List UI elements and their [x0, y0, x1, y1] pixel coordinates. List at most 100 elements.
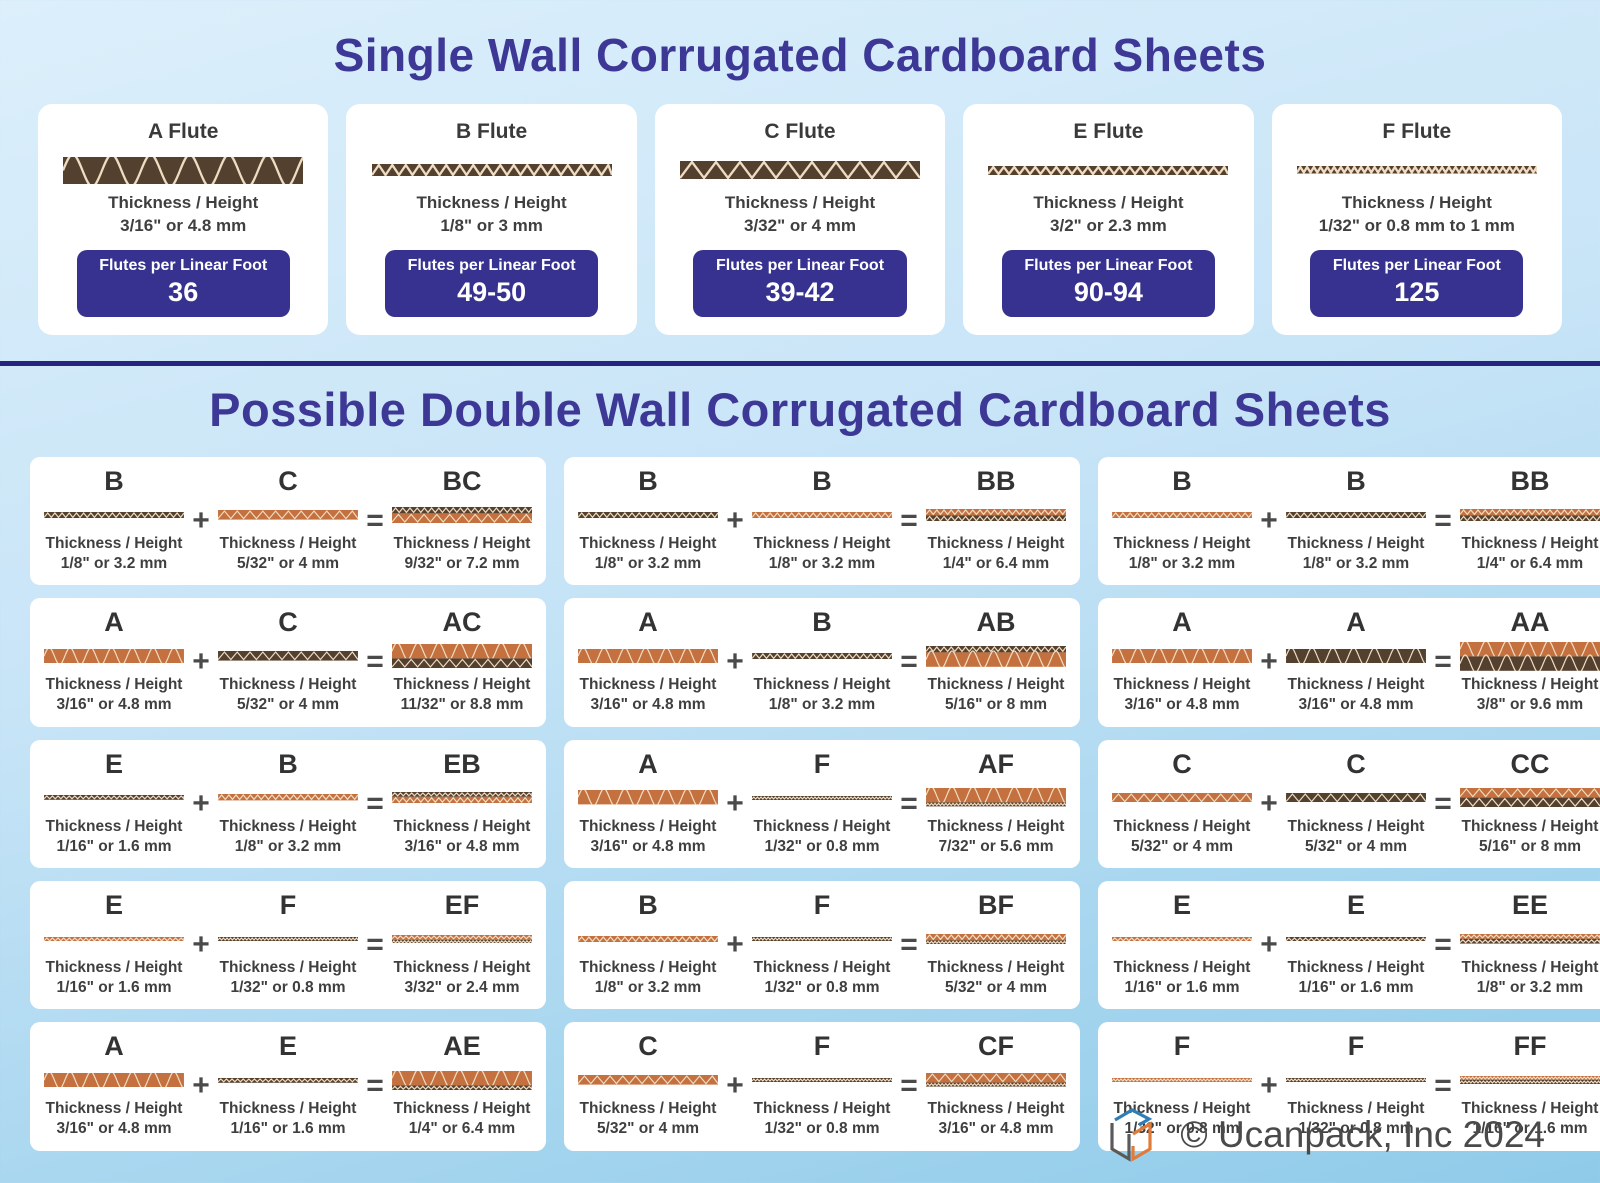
combo-flute-b: F Thickness / Height 1/32" or 0.8 mm	[218, 890, 358, 998]
combo-flute-b: C Thickness / Height 5/32" or 4 mm	[218, 607, 358, 715]
thickness-label: Thickness / Height	[927, 1100, 1065, 1118]
thickness-value: 5/16" or 8 mm	[1478, 837, 1582, 855]
flute-letter: E	[1346, 889, 1365, 920]
corrugated-strip-icon	[975, 150, 1241, 190]
flute-letter: F	[1173, 1031, 1191, 1062]
equals-icon: =	[1434, 786, 1452, 820]
flute-letter: C	[278, 465, 298, 496]
thickness-label: Thickness / Height	[219, 817, 357, 835]
combo-flute-a: A Thickness / Height 3/16" or 4.8 mm	[44, 1031, 184, 1139]
combo-flute-b: E Thickness / Height 1/16" or 1.6 mm	[218, 1031, 358, 1139]
corrugated-strip-icon	[752, 640, 892, 672]
thickness-label: Thickness / Height	[393, 1100, 531, 1118]
thickness-value: 3/32" or 4 mm	[744, 215, 857, 235]
combo-flute-a: E Thickness / Height 1/16" or 1.6 mm	[1112, 890, 1252, 998]
flute-name: E Flute	[1073, 120, 1144, 143]
plus-icon: +	[192, 927, 210, 961]
combo-card: A Thickness / Height 3/16" or 4.8 mm + A…	[1098, 598, 1600, 727]
flute-letter: AB	[976, 607, 1016, 638]
plus-icon: +	[726, 927, 744, 961]
thickness-value: 1/8" or 3.2 mm	[1128, 555, 1236, 573]
flute-card: B Flute Thickness / Height 1/8" or 3 mm …	[346, 104, 637, 335]
combo-card: A Thickness / Height 3/16" or 4.8 mm + C…	[30, 598, 546, 727]
thickness-label: Thickness / Height	[393, 958, 531, 976]
thickness-value: 3/16" or 4.8 mm	[56, 1120, 172, 1138]
thickness-label: Thickness / Height	[753, 534, 891, 552]
thickness-value: 1/4" or 6.4 mm	[408, 1120, 516, 1138]
plus-icon: +	[726, 786, 744, 820]
equals-icon: =	[366, 927, 384, 961]
thickness-value: 3/16" or 4.8 mm	[590, 696, 706, 714]
flutes-per-foot-badge: Flutes per Linear Foot 39-42	[693, 249, 907, 317]
corrugated-strip-icon	[392, 782, 532, 814]
thickness-label: Thickness / Height	[753, 958, 891, 976]
thickness-label: Thickness / Height	[927, 958, 1065, 976]
combo-card: A Thickness / Height 3/16" or 4.8 mm + F…	[564, 739, 1080, 868]
flute-letter: C	[278, 607, 298, 638]
flutes-per-foot-badge: Flutes per Linear Foot 125	[1310, 249, 1524, 317]
flute-letter: F	[813, 889, 831, 920]
combo-flute-a: E Thickness / Height 1/16" or 1.6 mm	[44, 749, 184, 857]
corrugated-strip-icon	[44, 499, 184, 531]
thickness-label: Thickness / Height	[45, 958, 183, 976]
badge-label: Flutes per Linear Foot	[1024, 256, 1193, 274]
equals-icon: =	[900, 645, 918, 679]
thickness-value: 3/2" or 2.3 mm	[1050, 215, 1167, 235]
thickness-value: 1/16" or 1.6 mm	[1472, 1120, 1588, 1138]
thickness-label: Thickness / Height	[1287, 958, 1425, 976]
thickness-label: Thickness / Height	[108, 193, 259, 212]
flute-letter: E	[104, 748, 123, 779]
corrugated-strip-icon	[218, 640, 358, 672]
combo-card: E Thickness / Height 1/16" or 1.6 mm + B…	[30, 739, 546, 868]
badge-label: Flutes per Linear Foot	[407, 256, 576, 274]
thickness-value: 1/16" or 1.6 mm	[230, 1120, 346, 1138]
badge-value: 39-42	[765, 276, 835, 307]
thickness-value: 1/32" or 0.8 mm	[1124, 1120, 1240, 1138]
thickness-label: Thickness / Height	[579, 676, 717, 694]
flute-letter: B	[278, 748, 298, 779]
flute-letter: C	[1172, 748, 1192, 779]
equals-icon: =	[366, 503, 384, 537]
thickness-label: Thickness / Height	[416, 193, 567, 212]
thickness-value: 1/8" or 3.2 mm	[768, 696, 876, 714]
corrugated-strip-icon	[578, 499, 718, 531]
plus-icon: +	[1260, 927, 1278, 961]
combo-flute-result: CC Thickness / Height 5/16" or 8 mm	[1460, 749, 1600, 857]
combo-flute-b: A Thickness / Height 3/16" or 4.8 mm	[1286, 607, 1426, 715]
flute-letter: AC	[442, 607, 482, 638]
thickness-value: 3/32" or 2.4 mm	[404, 979, 520, 997]
combo-flute-a: B Thickness / Height 1/8" or 3.2 mm	[578, 890, 718, 998]
thickness-label: Thickness / Height	[1113, 958, 1251, 976]
thickness-label: Thickness / Height	[219, 676, 357, 694]
corrugated-strip-icon	[926, 499, 1066, 531]
flute-letter: BB	[1510, 465, 1550, 496]
thickness-label: Thickness / Height	[753, 676, 891, 694]
combo-flute-result: EB Thickness / Height 3/16" or 4.8 mm	[392, 749, 532, 857]
flute-name: A Flute	[148, 120, 219, 143]
thickness-value: 3/16" or 4.8 mm	[1124, 696, 1240, 714]
combo-flute-result: BB Thickness / Height 1/4" or 6.4 mm	[926, 466, 1066, 574]
thickness-value: 1/16" or 1.6 mm	[1298, 979, 1414, 997]
combo-flute-b: C Thickness / Height 5/32" or 4 mm	[1286, 749, 1426, 857]
combo-flute-result: FF Thickness / Height 1/16" or 1.6 mm	[1460, 1031, 1600, 1139]
flutes-per-foot-badge: Flutes per Linear Foot 36	[76, 249, 290, 317]
thickness-label: Thickness / Height	[1461, 1100, 1599, 1118]
corrugated-strip-icon	[926, 923, 1066, 955]
plus-icon: +	[1260, 503, 1278, 537]
flute-card: C Flute Thickness / Height 3/32" or 4 mm…	[654, 104, 946, 335]
copyright-text: © Ucanpack, Inc 2024	[1180, 1114, 1545, 1155]
combo-flute-b: B Thickness / Height 1/8" or 3.2 mm	[218, 749, 358, 857]
flute-letter: A	[638, 607, 658, 638]
flute-letter: AA	[1510, 607, 1550, 638]
corrugated-strip-icon	[578, 1064, 718, 1096]
combo-card: B Thickness / Height 1/8" or 3.2 mm + C …	[30, 456, 546, 586]
flute-letter: F	[1347, 1031, 1365, 1062]
plus-icon: +	[1260, 645, 1278, 679]
flute-letter: CC	[1510, 748, 1550, 779]
combo-flute-b: F Thickness / Height 1/32" or 0.8 mm	[752, 890, 892, 998]
flute-letter: B	[1346, 465, 1366, 496]
thickness-value: 1/8" or 3.2 mm	[594, 979, 702, 997]
corrugated-strip-icon	[358, 150, 624, 190]
section-divider	[0, 360, 1600, 366]
combo-flute-result: EF Thickness / Height 3/32" or 2.4 mm	[392, 890, 532, 998]
